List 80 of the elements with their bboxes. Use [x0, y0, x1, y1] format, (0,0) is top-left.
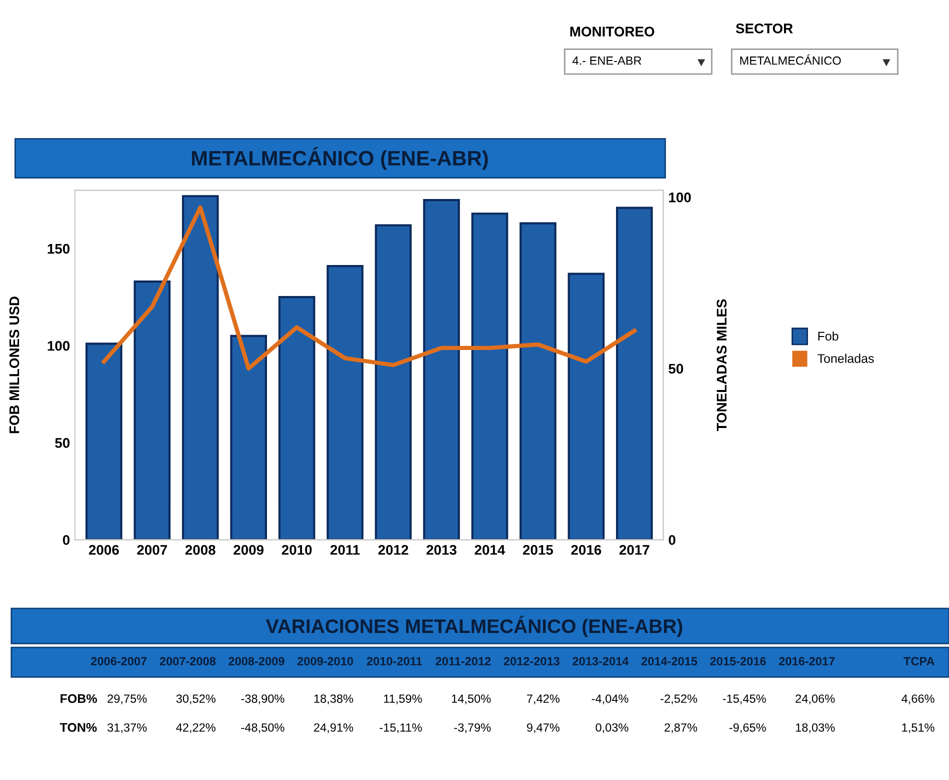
legend-label: Toneladas	[818, 354, 874, 363]
x-tick-label: 2007	[137, 544, 167, 555]
x-tick-label: 2015	[522, 544, 554, 555]
text: TCPA	[904, 657, 934, 666]
x-tick-label: 2016	[571, 544, 602, 555]
y2-tick-label: 100	[669, 192, 691, 202]
text: 0,03%	[596, 723, 628, 734]
text: 2011-2012	[436, 657, 491, 666]
bar	[86, 342, 122, 540]
y-tick-label: 50	[55, 438, 70, 448]
x-tick-label: 2010	[282, 544, 312, 555]
text: 18,03%	[796, 723, 835, 734]
text: 1,51%	[902, 723, 934, 734]
x-tick-label: 2008	[185, 544, 216, 555]
text: 11,59%	[384, 694, 422, 704]
text: 31,37%	[108, 723, 147, 734]
legend-label: Fob	[818, 331, 838, 341]
text: -48,50%	[241, 723, 284, 734]
text: -15,45%	[722, 694, 766, 704]
bar	[616, 206, 653, 540]
y-tick-label: 100	[48, 340, 70, 351]
text: 2016-2017	[779, 657, 835, 666]
text: 14,50%	[452, 694, 491, 704]
text: -9,65%	[729, 723, 766, 734]
text: 2010-2011	[366, 657, 422, 666]
x-tick-label: 2017	[619, 544, 650, 555]
text: 4.- ENE-ABR	[572, 56, 642, 65]
text: TON%	[60, 723, 97, 732]
text: 7,42%	[527, 694, 560, 704]
text: 2007-2008	[160, 657, 216, 666]
text: METALMECÁNICO	[740, 54, 841, 65]
text: -2,52%	[660, 694, 698, 704]
x-tick-label: 2013	[426, 544, 456, 555]
bar	[134, 280, 171, 540]
text: 4,66%	[902, 694, 934, 704]
y2-axis-title: TONELADAS MILES	[716, 299, 727, 432]
y-axis-title: FOB MILLONES USD	[9, 296, 20, 434]
bar	[374, 224, 412, 540]
text: 18,38%	[314, 694, 354, 704]
text: 24,91%	[314, 723, 354, 734]
text: 2006-2007	[91, 657, 147, 666]
bar	[182, 195, 219, 540]
x-tick-label: 2006	[88, 544, 119, 555]
text: 30,52%	[176, 694, 216, 704]
text: 2008-2009	[228, 657, 284, 666]
text: 2012-2013	[504, 657, 560, 666]
text: FOB%	[60, 694, 97, 704]
text: 2,87%	[664, 723, 698, 734]
line-series	[102, 205, 636, 371]
y2-tick-label: 50	[668, 364, 684, 374]
x-tick-label: 2012	[378, 544, 408, 555]
bar	[278, 296, 316, 540]
x-tick-label: 2009	[234, 544, 264, 555]
y-tick-label: 150	[48, 244, 70, 254]
bar	[568, 272, 605, 540]
y2-tick-label: 0	[668, 535, 676, 545]
text: SECTOR	[736, 24, 793, 34]
text: VARIACIONES METALMECÁNICO (ENE-ABR)	[266, 616, 682, 637]
text: -4,04%	[592, 694, 628, 704]
text: 2009-2010	[297, 657, 354, 666]
text: 42,22%	[176, 723, 216, 734]
text: 2015-2016	[710, 657, 766, 666]
text: 2013-2014	[572, 657, 629, 666]
text: 24,06%	[796, 694, 835, 704]
text: -3,79%	[454, 723, 491, 734]
text: MONITOREO	[570, 26, 654, 36]
x-tick-label: 2011	[330, 544, 360, 555]
text: -15,11%	[380, 723, 422, 734]
bar	[520, 222, 556, 540]
text: -38,90%	[241, 694, 284, 704]
bar	[326, 264, 364, 540]
bar	[230, 334, 267, 540]
text: 2014-2015	[641, 657, 698, 666]
bar	[423, 198, 460, 540]
x-tick-label: 2014	[474, 544, 506, 555]
bar	[471, 212, 508, 540]
text: 29,75%	[108, 694, 147, 704]
y-tick-label: 0	[62, 535, 70, 545]
text: 9,47%	[526, 723, 560, 734]
chart-title: METALMECÁNICO (ENE-ABR)	[192, 146, 488, 170]
